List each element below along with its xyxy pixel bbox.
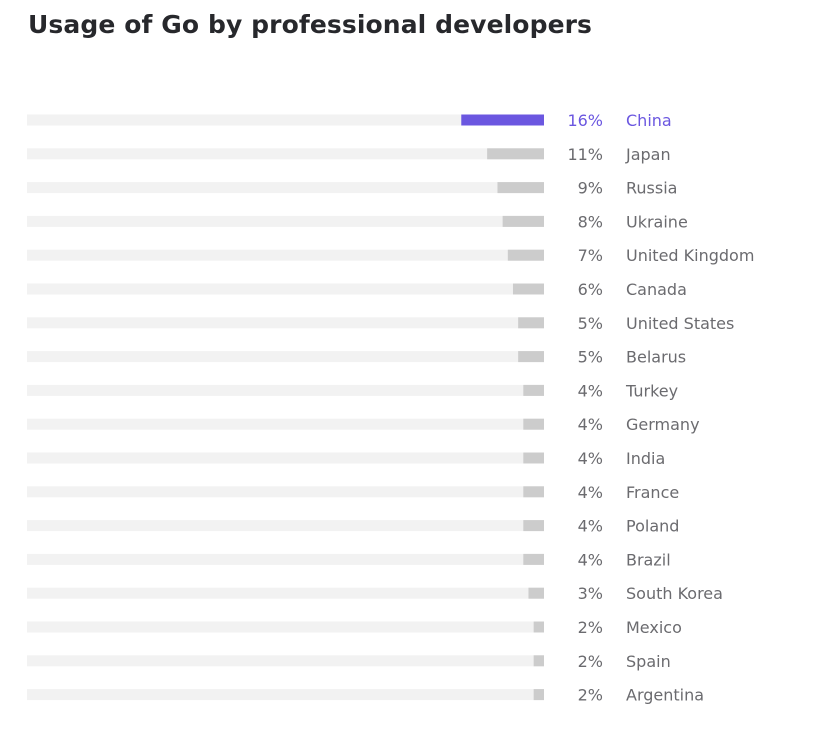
bar-united-kingdom: [507, 249, 544, 261]
bar-row-ukraine: 8% Ukraine: [27, 212, 688, 231]
value-label-united-states: 5%: [578, 314, 603, 333]
bar-turkey: [523, 384, 544, 396]
category-label-ukraine: Ukraine: [626, 212, 688, 231]
bar-india: [523, 452, 544, 464]
value-label-belarus: 5%: [578, 348, 603, 367]
bar-russia: [497, 182, 544, 194]
value-label-south-korea: 3%: [578, 584, 603, 603]
value-label-ukraine: 8%: [578, 212, 603, 231]
value-label-mexico: 2%: [578, 618, 603, 637]
category-label-canada: Canada: [626, 280, 687, 299]
category-label-south-korea: South Korea: [626, 584, 723, 603]
category-label-germany: Germany: [626, 415, 700, 434]
value-label-brazil: 4%: [578, 550, 603, 569]
bar-row-germany: 4% Germany: [27, 415, 700, 434]
category-label-united-states: United States: [626, 314, 734, 333]
category-label-spain: Spain: [626, 652, 671, 671]
value-label-united-kingdom: 7%: [578, 246, 603, 265]
category-label-united-kingdom: United Kingdom: [626, 246, 754, 265]
value-label-poland: 4%: [578, 517, 603, 536]
value-label-russia: 9%: [578, 179, 603, 198]
bar-track-argentina: [27, 689, 544, 701]
bar-track-japan: [27, 148, 544, 160]
value-label-argentina: 2%: [578, 686, 603, 705]
value-label-germany: 4%: [578, 415, 603, 434]
bar-germany: [523, 418, 544, 430]
bar-row-canada: 6% Canada: [27, 280, 687, 299]
bar-track-china: [27, 114, 544, 126]
bar-japan: [487, 148, 544, 160]
bar-row-russia: 9% Russia: [27, 179, 677, 198]
bar-row-japan: 11% Japan: [27, 145, 671, 164]
value-label-japan: 11%: [567, 145, 603, 164]
bar-track-germany: [27, 418, 544, 430]
category-label-russia: Russia: [626, 179, 677, 198]
category-label-india: India: [626, 449, 665, 468]
bar-china: [461, 114, 544, 126]
category-label-china: China: [626, 111, 672, 130]
value-label-india: 4%: [578, 449, 603, 468]
bar-track-mexico: [27, 621, 544, 633]
category-label-poland: Poland: [626, 517, 679, 536]
value-label-canada: 6%: [578, 280, 603, 299]
value-label-france: 4%: [578, 483, 603, 502]
bar-row-mexico: 2% Mexico: [27, 618, 682, 637]
bar-track-france: [27, 486, 544, 498]
category-label-japan: Japan: [625, 145, 671, 164]
bar-track-poland: [27, 520, 544, 532]
value-label-china: 16%: [567, 111, 603, 130]
bar-belarus: [518, 351, 544, 363]
bar-track-united-kingdom: [27, 249, 544, 261]
bar-row-united-kingdom: 7% United Kingdom: [27, 246, 754, 265]
bar-track-canada: [27, 283, 544, 295]
category-label-turkey: Turkey: [625, 381, 678, 400]
category-label-france: France: [626, 483, 679, 502]
bar-row-south-korea: 3% South Korea: [27, 584, 723, 603]
bar-canada: [512, 283, 544, 295]
bar-track-united-states: [27, 317, 544, 329]
bar-south-korea: [528, 587, 544, 599]
chart-rows: 16% China 11% Japan 9% Russia 8% Ukraine 7% Unite…: [27, 111, 754, 705]
bar-row-brazil: 4% Brazil: [27, 550, 671, 569]
bar-brazil: [523, 553, 544, 565]
bar-track-india: [27, 452, 544, 464]
bar-spain: [533, 655, 544, 667]
bar-france: [523, 486, 544, 498]
chart-title: Usage of Go by professional developers: [28, 10, 593, 39]
category-label-argentina: Argentina: [626, 686, 704, 705]
bar-united-states: [518, 317, 544, 329]
category-label-mexico: Mexico: [626, 618, 682, 637]
bar-row-belarus: 5% Belarus: [27, 348, 686, 367]
bar-track-russia: [27, 182, 544, 194]
bar-track-turkey: [27, 384, 544, 396]
bar-poland: [523, 520, 544, 532]
bar-row-spain: 2% Spain: [27, 652, 671, 671]
bar-row-turkey: 4% Turkey: [27, 381, 678, 400]
category-label-belarus: Belarus: [626, 348, 686, 367]
bar-row-france: 4% France: [27, 483, 679, 502]
bar-row-argentina: 2% Argentina: [27, 686, 704, 705]
category-label-brazil: Brazil: [626, 550, 671, 569]
bar-ukraine: [502, 215, 544, 227]
bar-row-united-states: 5% United States: [27, 314, 734, 333]
bar-track-belarus: [27, 351, 544, 363]
bar-row-china: 16% China: [27, 111, 672, 130]
value-label-turkey: 4%: [578, 381, 603, 400]
bar-row-india: 4% India: [27, 449, 665, 468]
bar-row-poland: 4% Poland: [27, 517, 679, 536]
bar-mexico: [533, 621, 544, 633]
bar-track-spain: [27, 655, 544, 667]
bar-argentina: [533, 689, 544, 701]
bar-track-south-korea: [27, 587, 544, 599]
bar-track-ukraine: [27, 215, 544, 227]
value-label-spain: 2%: [578, 652, 603, 671]
bar-track-brazil: [27, 553, 544, 565]
